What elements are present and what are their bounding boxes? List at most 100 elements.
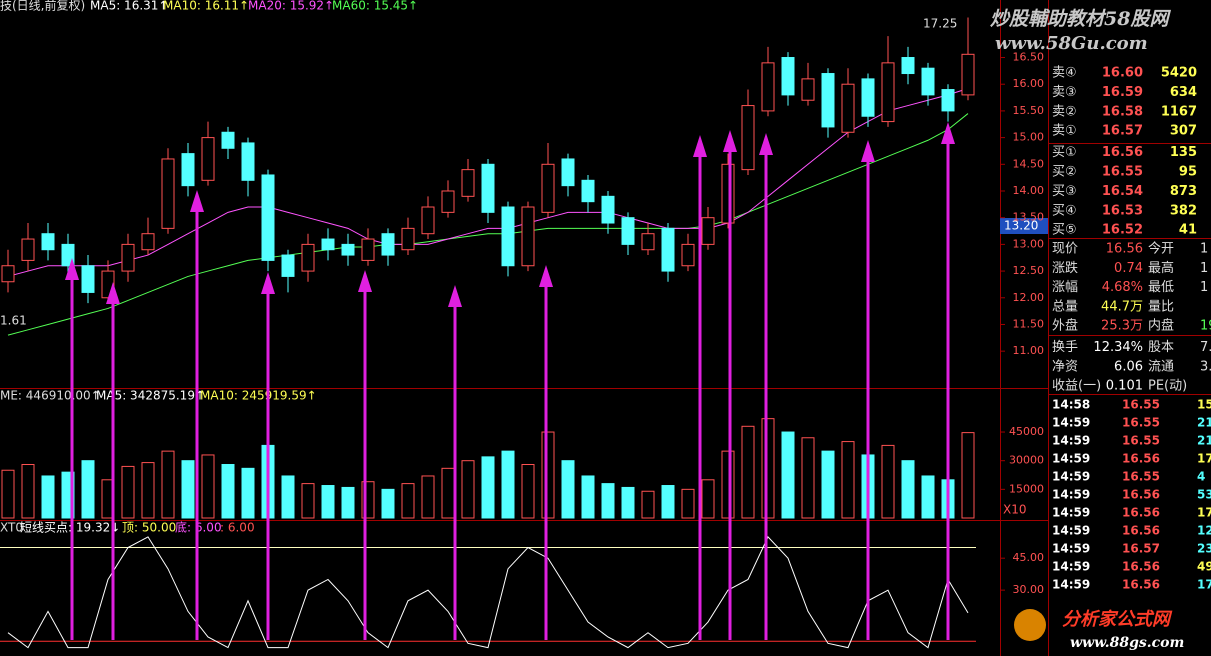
quote-label: 股本 <box>1148 340 1174 355</box>
tick-time: 14:59 <box>1052 560 1090 574</box>
volume-bar <box>421 475 435 519</box>
book-volume: 382 <box>1170 203 1197 218</box>
quote-value: 19 <box>1200 319 1211 334</box>
candle-body <box>41 233 55 251</box>
tick-volume: 4 <box>1197 470 1205 484</box>
book-volume: 873 <box>1170 184 1197 199</box>
osc-top-label: 顶: 50.00 <box>122 521 176 535</box>
y-tick-label: 30.00 <box>1013 583 1045 596</box>
volume-bar <box>41 475 55 519</box>
tick-price: 16.57 <box>1122 542 1160 556</box>
volume-bar <box>521 464 535 519</box>
low-label: 1.61 <box>0 314 27 328</box>
volume-bar <box>281 475 295 519</box>
candle-body <box>861 78 875 117</box>
book-price: 16.58 <box>1102 104 1143 119</box>
volume-bar <box>621 486 635 519</box>
volume-bar <box>161 450 175 519</box>
tick-volume: 49 <box>1197 560 1211 574</box>
book-side: 卖③ <box>1052 85 1077 100</box>
quote-label: 外盘 <box>1052 318 1078 334</box>
volume-bar <box>701 479 715 519</box>
candle-body <box>1 265 15 283</box>
book-side: 卖④ <box>1052 66 1077 81</box>
volume-bar <box>661 485 675 519</box>
candle-body <box>481 163 495 213</box>
arrow-head <box>190 190 204 212</box>
logo <box>1014 609 1046 641</box>
quote-label: 收益(一) <box>1052 379 1101 394</box>
tick-volume: 12 <box>1197 524 1211 538</box>
book-volume: 634 <box>1170 85 1197 100</box>
candle-body <box>721 163 735 224</box>
book-side: 卖① <box>1052 124 1077 139</box>
volume-bar <box>601 483 615 519</box>
arrow-head <box>723 130 737 152</box>
y-tick-label: 15.00 <box>1013 131 1045 144</box>
volume-bar <box>761 418 775 519</box>
arrow-head <box>448 285 462 307</box>
volume-bar <box>221 464 235 519</box>
volume-bar <box>581 475 595 519</box>
tick-price: 16.55 <box>1122 470 1160 484</box>
volume-label: ME: 446910.00↑ <box>0 389 101 403</box>
y-tick-label: 15.50 <box>1013 104 1045 117</box>
quote-label: 流通 <box>1148 359 1174 374</box>
quote-value: 1 <box>1200 242 1208 257</box>
arrow-head <box>941 122 955 144</box>
ma60-line <box>7 113 969 336</box>
book-side: 买① <box>1052 145 1077 160</box>
book-side: 买⑤ <box>1052 223 1077 238</box>
candle-body <box>401 227 415 251</box>
ma20-line <box>7 88 969 277</box>
arrow-head <box>261 272 275 294</box>
candle-body <box>181 153 195 187</box>
osc-name: XT0 <box>0 521 23 535</box>
book-volume: 95 <box>1179 165 1197 180</box>
volume-bar <box>481 456 495 519</box>
candle-body <box>421 206 435 235</box>
candle-body <box>941 89 955 112</box>
book-side: 买③ <box>1052 184 1077 199</box>
volume-bar <box>381 488 395 519</box>
candle-body <box>141 233 155 251</box>
candle-body <box>681 243 695 267</box>
volume-ma5-label: MA5: 342875.19↑ <box>96 389 205 403</box>
candle-body <box>241 142 255 181</box>
book-volume: 5420 <box>1161 66 1197 81</box>
volume-bar <box>821 450 835 519</box>
candle-body <box>461 169 475 197</box>
tick-time: 14:59 <box>1052 542 1090 556</box>
volume-bar <box>21 464 35 519</box>
tick-volume: 21 <box>1197 416 1211 430</box>
quote-value: 16.56 <box>1106 242 1143 257</box>
volume-bar <box>141 462 155 519</box>
candle-body <box>361 238 375 261</box>
candle-body <box>601 195 615 224</box>
candle-body <box>761 62 775 112</box>
candle-body <box>741 105 755 171</box>
candle-body <box>781 57 795 96</box>
arrow-head <box>106 282 120 304</box>
candle-body <box>921 67 935 96</box>
volume-bar <box>201 454 215 519</box>
tick-price: 16.56 <box>1122 488 1160 502</box>
watermark-url: www.58Gu.com <box>995 33 1148 54</box>
book-price: 16.55 <box>1102 165 1143 180</box>
volume-bar <box>801 437 815 519</box>
candle-body <box>221 131 235 149</box>
tick-time: 14:59 <box>1052 452 1090 466</box>
quote-value: 44.7万 <box>1101 299 1143 314</box>
volume-ma10-label: MA10: 245919.59↑ <box>200 389 317 403</box>
book-side: 买④ <box>1052 203 1077 218</box>
volume-bar <box>1 469 15 519</box>
tick-volume: 17 <box>1197 578 1211 592</box>
candle-body <box>561 158 575 187</box>
candle-body <box>321 238 335 251</box>
title: 技(日线,前复权) <box>0 0 85 13</box>
book-side: 买② <box>1052 165 1077 180</box>
side-panel: 卖④ 16.60 5420 卖③ 16.59 634 卖② 16.58 1167 卖① 16.57 3… <box>1052 66 1211 592</box>
volume-bar <box>501 450 515 519</box>
quote-value: 4.68% <box>1102 280 1143 295</box>
